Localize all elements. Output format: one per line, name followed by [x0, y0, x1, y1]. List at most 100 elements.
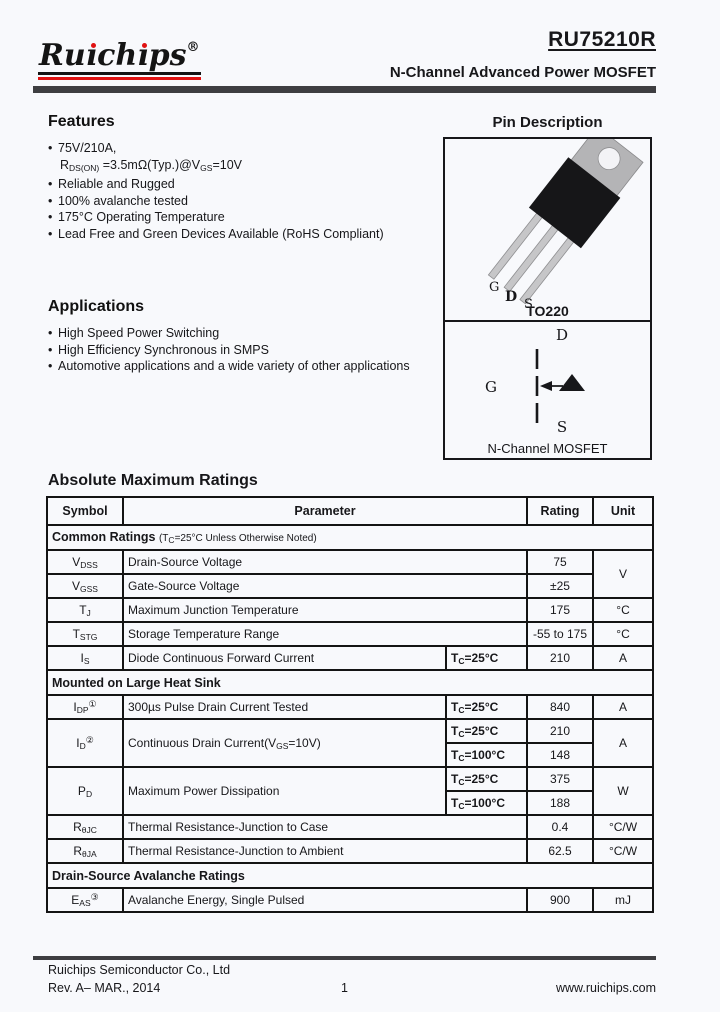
to220-package-icon: G D S	[487, 139, 644, 312]
unit-cell: A	[592, 694, 654, 720]
unit-cell: A	[592, 645, 654, 671]
footer-website: www.ruichips.com	[555, 981, 656, 995]
parameter-cell: Thermal Resistance-Junction to Case	[122, 814, 528, 840]
section-note: (TC=25°C Unless Otherwise Noted)	[158, 533, 317, 545]
section-label: Mounted on Large Heat Sink	[52, 675, 221, 690]
rating-cell: 62.5	[526, 838, 594, 864]
col-header-parameter: Parameter	[122, 496, 528, 526]
parameter-cell: Storage Temperature Range	[122, 621, 528, 647]
registered-mark: ®	[186, 40, 200, 55]
symbol-cell: TSTG	[46, 621, 124, 647]
table-row: TC=100°C 188	[47, 790, 653, 816]
parameter-cell: Avalanche Energy, Single Pulsed	[122, 887, 528, 913]
unit-cell: °C/W	[592, 814, 654, 840]
rating-cell: 75	[526, 549, 594, 575]
table-row: IS Diode Continuous Forward Current TC=2…	[46, 645, 654, 671]
condition-cell: TC=25°C	[445, 718, 528, 744]
table-row: EAS③ Avalanche Energy, Single Pulsed 900…	[46, 887, 654, 913]
rating-cell: 188	[526, 790, 594, 816]
applications-heading: Applications	[48, 298, 145, 315]
symbol-cell: ID②	[46, 718, 124, 768]
n-channel-mosfet-symbol-icon: D G S	[485, 326, 585, 436]
condition-cell: TC=100°C	[445, 790, 528, 816]
table-row: PD Maximum Power Dissipation TC=25°C 375…	[46, 766, 654, 816]
abs-max-ratings-table: Symbol Parameter Rating Unit Common Rati…	[46, 496, 654, 913]
unit-cell: W	[592, 766, 654, 816]
feature-item: • 175°C Operating Temperature	[48, 210, 225, 224]
svg-text:S: S	[524, 297, 533, 312]
mosfet-symbol-caption: N-Channel MOSFET	[487, 441, 608, 456]
parameter-cell: Thermal Resistance-Junction to Ambient	[122, 838, 528, 864]
rating-cell: ±25	[526, 573, 594, 599]
features-section: Features • 75V/210A, RDS(ON) =3.5mΩ(Typ.)…	[48, 113, 448, 242]
header-rule	[33, 86, 656, 93]
logo-part: ch	[97, 38, 138, 73]
col-header-rating: Rating	[526, 496, 594, 526]
condition-cell: TC=25°C	[445, 645, 528, 671]
section-label: Common Ratings	[52, 530, 156, 544]
parameter-cell: Maximum Junction Temperature	[122, 597, 528, 623]
parameter-cell: Continuous Drain Current(VGS=10V)	[122, 718, 447, 768]
unit-cell: °C	[592, 597, 654, 623]
feature-item: • Lead Free and Green Devices Available (…	[48, 226, 384, 241]
rating-cell: -55 to 175	[526, 621, 594, 647]
col-header-symbol: Symbol	[46, 496, 124, 526]
rating-cell: 0.4	[526, 814, 594, 840]
svg-text:D: D	[556, 326, 568, 344]
page-subtitle: N-Channel Advanced Power MOSFET	[389, 64, 656, 81]
table-row: TJ Maximum Junction Temperature 175 °C	[46, 597, 654, 623]
table-row: VDSS Drain-Source Voltage 75 V	[46, 549, 654, 599]
condition-cell: TC=25°C	[445, 766, 528, 792]
rating-cell: 148	[526, 742, 594, 768]
parameter-cell: Maximum Power Dissipation	[122, 766, 447, 816]
package-name-label: TO220	[526, 303, 569, 319]
unit-cell: °C/W	[592, 838, 654, 864]
table-row: TC=100°C 148	[47, 742, 653, 768]
table-row: VGSS Gate-Source Voltage ±25	[46, 573, 653, 599]
logo-part: Ru	[39, 38, 86, 73]
symbol-cell: EAS③	[46, 887, 124, 913]
rating-cell: 900	[526, 887, 594, 913]
unit-cell: mJ	[592, 887, 654, 913]
rating-cell: 210	[526, 718, 594, 744]
symbol-cell: RθJA	[46, 838, 124, 864]
section-row: Drain-Source Avalanche Ratings	[46, 862, 654, 889]
part-number: RU75210R	[548, 28, 656, 51]
logo-red-underline	[38, 77, 201, 80]
rating-cell: 210	[526, 645, 594, 671]
rating-cell: 840	[526, 694, 594, 720]
application-item: • Automotive applications and a wide vari…	[48, 359, 410, 373]
section-label: Drain-Source Avalanche Ratings	[52, 868, 245, 883]
logo-red-dot	[90, 43, 96, 48]
logo-i: ı	[137, 38, 149, 73]
symbol-cell: IS	[46, 645, 124, 671]
parameter-cell: Drain-Source Voltage	[122, 549, 528, 575]
svg-text:G: G	[485, 378, 497, 396]
symbol-cell: IDP①	[46, 694, 124, 720]
table-row: TSTG Storage Temperature Range -55 to 17…	[46, 621, 654, 647]
table-header-row: Symbol Parameter Rating Unit	[46, 496, 654, 526]
condition-cell: TC=100°C	[445, 742, 528, 768]
rating-cell: 175	[526, 597, 594, 623]
pin-description-heading: Pin Description	[492, 114, 603, 131]
application-item: • High Efficiency Synchronous in SMPS	[48, 342, 269, 357]
section-row: Mounted on Large Heat Sink	[46, 669, 654, 696]
footer-revision: Rev. A– MAR., 2014	[48, 981, 161, 995]
parameter-cell: Gate-Source Voltage	[122, 573, 528, 599]
table-row: IDP① 300µs Pulse Drain Current Tested TC…	[46, 694, 654, 720]
applications-section: Applications • High Speed Power Switching…	[48, 298, 448, 375]
symbol-cell: VGSS	[46, 573, 124, 599]
symbol-cell: TJ	[46, 597, 124, 623]
unit-cell: V	[592, 549, 654, 599]
logo-red-dot	[142, 43, 148, 48]
symbol-cell: RθJC	[46, 814, 124, 840]
rating-cell: 375	[526, 766, 594, 792]
ratings-heading: Absolute Maximum Ratings	[48, 472, 258, 489]
features-heading: Features	[48, 113, 115, 130]
parameter-cell: Diode Continuous Forward Current	[122, 645, 447, 671]
parameter-cell: 300µs Pulse Drain Current Tested	[122, 694, 447, 720]
footer-company: Ruichips Semiconductor Co., Ltd	[48, 963, 231, 977]
col-header-unit: Unit	[592, 496, 654, 526]
table-row: RθJC Thermal Resistance-Junction to Case…	[46, 814, 654, 840]
svg-text:D: D	[505, 289, 517, 305]
